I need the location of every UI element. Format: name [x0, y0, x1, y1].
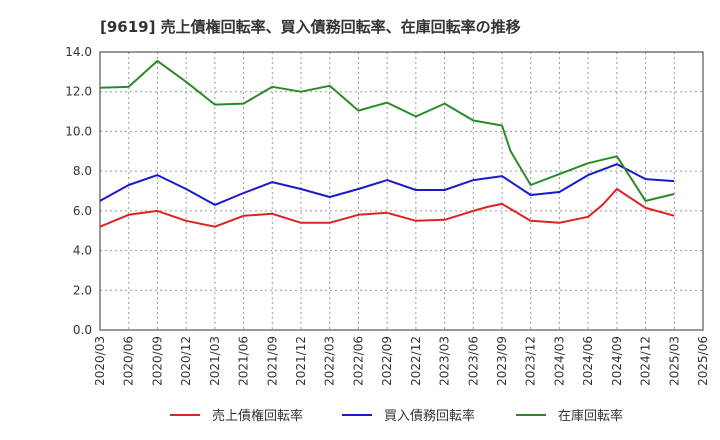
x-tick-label: 2022/12 [409, 336, 423, 386]
x-tick-label: 2023/03 [438, 336, 452, 386]
x-tick-label: 2022/09 [380, 336, 394, 386]
y-tick-label: 0.0 [73, 323, 92, 337]
y-tick-label: 4.0 [73, 244, 92, 258]
x-tick-label: 2020/12 [179, 336, 193, 386]
legend: 売上債権回転率 買入債務回転率 在庫回転率 [170, 408, 623, 424]
y-tick-label: 10.0 [65, 124, 92, 138]
x-tick-label: 2025/03 [667, 336, 681, 386]
x-tick-label: 2023/12 [524, 336, 538, 386]
series-line-1 [99, 188, 675, 228]
y-axis-ticks: 0.0 2.0 4.0 6.0 8.0 10.0 12.0 14.0 [65, 45, 92, 337]
x-tick-label: 2021/06 [237, 336, 251, 386]
x-axis-ticks: 2020/03 2020/06 2020/09 2020/12 2021/03 2021/… [93, 336, 710, 386]
series-line-3 [99, 59, 675, 202]
y-tick-label: 14.0 [65, 45, 92, 59]
x-tick-label: 2020/06 [122, 336, 136, 386]
grid-layer [100, 52, 703, 330]
y-tick-label: 8.0 [73, 164, 92, 178]
legend-label: 在庫回転率 [558, 408, 623, 424]
x-tick-label: 2020/09 [150, 336, 164, 386]
x-tick-label: 2024/12 [639, 336, 653, 386]
x-tick-label: 2022/06 [351, 336, 365, 386]
chart-title: [9619] 売上債権回転率、買入債務回転率、在庫回転率の推移 [100, 18, 521, 36]
x-tick-label: 2023/06 [466, 336, 480, 386]
series-line-2 [99, 163, 675, 206]
y-tick-label: 6.0 [73, 204, 92, 218]
x-tick-label: 2025/06 [696, 336, 710, 386]
x-tick-label: 2024/09 [610, 336, 624, 386]
y-tick-label: 2.0 [73, 283, 92, 297]
x-tick-label: 2024/06 [581, 336, 595, 386]
x-tick-label: 2021/03 [208, 336, 222, 386]
legend-label: 買入債務回転率 [384, 408, 475, 424]
y-tick-label: 12.0 [65, 85, 92, 99]
series-layer [99, 59, 675, 228]
x-tick-label: 2021/09 [265, 336, 279, 386]
x-tick-label: 2021/12 [294, 336, 308, 386]
legend-label: 売上債権回転率 [212, 408, 303, 424]
x-tick-label: 2020/03 [93, 336, 107, 386]
plot-frame [99, 51, 704, 331]
x-tick-label: 2023/09 [495, 336, 509, 386]
x-tick-label: 2024/03 [552, 336, 566, 386]
x-tick-label: 2022/03 [323, 336, 337, 386]
